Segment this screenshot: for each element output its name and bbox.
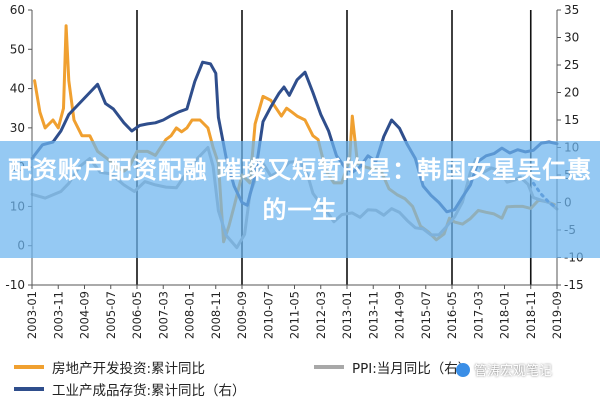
- x-tick-label: 2010-07: [261, 291, 275, 339]
- x-tick-label: 2008-11: [209, 291, 223, 339]
- right-tick-label: 35: [564, 3, 579, 17]
- legend-label: 房地产开发投资:累计同比: [52, 361, 206, 377]
- right-tick-label: 25: [564, 58, 579, 72]
- x-tick-label: 2019-09: [550, 291, 564, 339]
- right-tick-label: 30: [564, 31, 579, 45]
- x-tick-label: 2013-01: [340, 291, 354, 339]
- x-tick-label: 2015-07: [419, 291, 433, 339]
- x-tick-label: 2009-09: [235, 291, 249, 339]
- legend-label: PPI:当月同比（右）: [352, 361, 472, 377]
- x-tick-label: 2011-05: [288, 291, 302, 339]
- x-tick-label: 2017-03: [471, 291, 485, 339]
- left-tick-label: 30: [10, 121, 25, 135]
- wechat-icon: [456, 362, 470, 377]
- left-tick-label: 50: [10, 42, 25, 56]
- watermark: 管涛宏观笔记: [456, 360, 552, 379]
- chart-legend: 房地产开发投资:累计同比 PPI:当月同比（右） 工业产成品存货:累计同比（右）: [14, 355, 600, 400]
- x-tick-label: 2018-11: [524, 291, 538, 339]
- x-tick-label: 2018-01: [498, 291, 512, 339]
- legend-item-real-estate: 房地产开发投资:累计同比: [14, 357, 205, 377]
- right-tick-label: 20: [564, 86, 579, 100]
- right-tick-label: -15: [564, 278, 584, 292]
- legend-swatch-gray: [314, 365, 344, 369]
- legend-item-inventory: 工业产成品存货:累计同比（右）: [14, 379, 246, 399]
- legend-label: 工业产成品存货:累计同比（右）: [52, 383, 246, 399]
- x-tick-label: 2008-01: [183, 291, 197, 339]
- x-tick-label: 2004-09: [78, 291, 92, 339]
- legend-swatch-orange: [14, 365, 44, 369]
- x-tick-label: 2014-09: [393, 291, 407, 339]
- x-tick-label: 2005-07: [104, 291, 118, 339]
- x-tick-label: 2012-03: [314, 291, 328, 339]
- x-tick-label: 2007-03: [156, 291, 170, 339]
- x-tick-label: 2016-05: [445, 291, 459, 339]
- x-tick-label: 2006-05: [130, 291, 144, 339]
- legend-item-ppi: PPI:当月同比（右）: [314, 357, 471, 377]
- left-tick-label: 60: [10, 3, 25, 17]
- legend-swatch-navy: [14, 387, 44, 391]
- watermark-text: 管涛宏观笔记: [474, 364, 553, 379]
- x-tick-label: 2003-11: [51, 291, 65, 339]
- x-tick-label: 2003-01: [25, 291, 39, 339]
- left-tick-label: -10: [5, 278, 25, 292]
- right-tick-label: 15: [564, 113, 579, 127]
- left-tick-label: 40: [10, 82, 25, 96]
- x-tick-label: 2013-11: [366, 291, 380, 339]
- banner-title: 配资账户配资配融 璀璨又短暂的星：韩国女星吴仁惠的一生: [7, 156, 593, 224]
- overlay-banner: [0, 141, 600, 258]
